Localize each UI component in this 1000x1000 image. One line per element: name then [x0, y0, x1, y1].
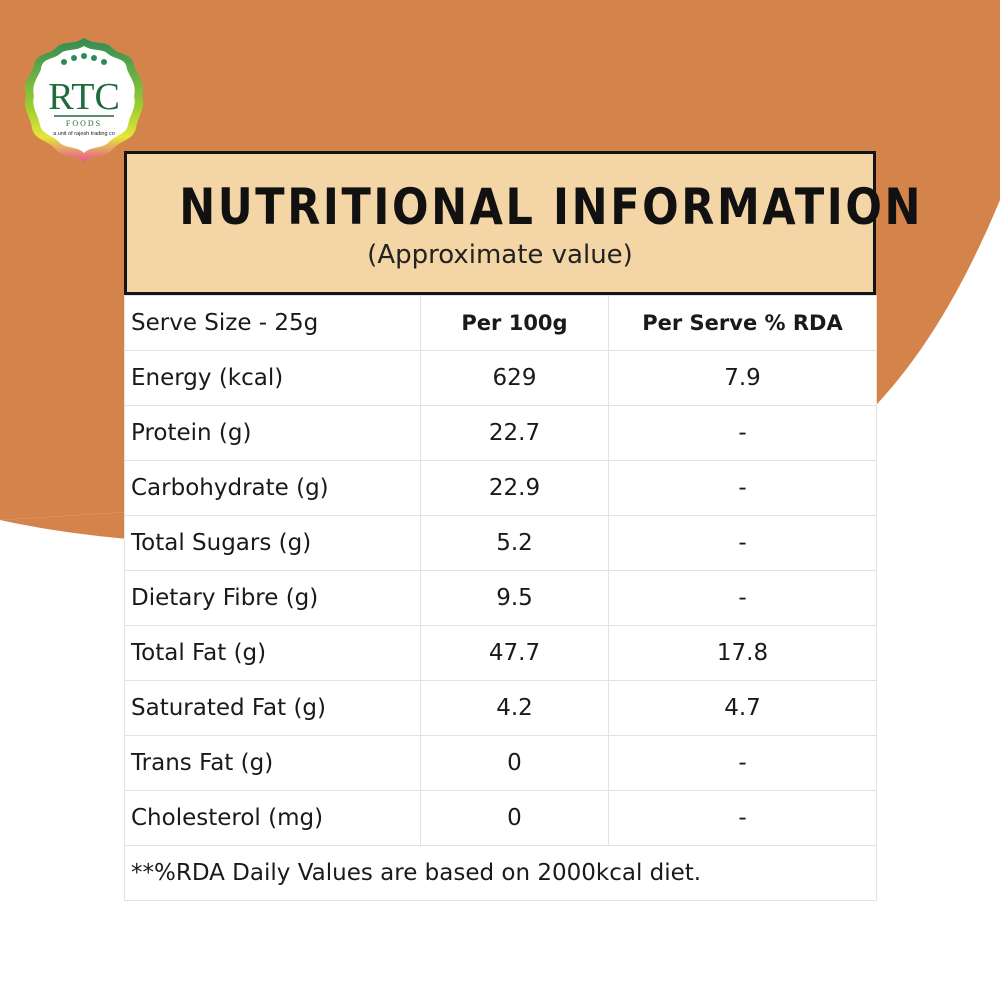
nutrient-name: Dietary Fibre (g): [124, 570, 421, 626]
per-100g-value: 47.7: [420, 625, 609, 681]
page-title: NUTRITIONAL INFORMATION: [179, 178, 924, 236]
table-row: Total Fat (g) 47.7 17.8: [124, 625, 877, 681]
brand-sub: FOODS: [66, 119, 102, 128]
nutrition-table: Serve Size - 25g Per 100g Per Serve % RD…: [124, 295, 877, 901]
table-row: Saturated Fat (g) 4.2 4.7: [124, 680, 877, 736]
nutrition-panel: NUTRITIONAL INFORMATION (Approximate val…: [124, 151, 924, 901]
footnote: **%RDA Daily Values are based on 2000kca…: [124, 845, 877, 901]
nutrient-name: Energy (kcal): [124, 350, 421, 406]
table-row: Total Sugars (g) 5.2 -: [124, 515, 877, 571]
table-row: Energy (kcal) 629 7.9: [124, 350, 877, 406]
column-header-rda: Per Serve % RDA: [608, 295, 877, 351]
nutrient-name: Protein (g): [124, 405, 421, 461]
brand-name: RTC: [48, 76, 120, 118]
nutrient-name: Saturated Fat (g): [124, 680, 421, 736]
rda-value: 7.9: [608, 350, 877, 406]
column-header-serve-size: Serve Size - 25g: [124, 295, 421, 351]
per-100g-value: 22.7: [420, 405, 609, 461]
rda-value: 17.8: [608, 625, 877, 681]
table-header-row: Serve Size - 25g Per 100g Per Serve % RD…: [124, 295, 877, 351]
nutrient-name: Total Sugars (g): [124, 515, 421, 571]
rda-value: 4.7: [608, 680, 877, 736]
nutrient-name: Trans Fat (g): [124, 735, 421, 791]
rda-value: -: [608, 735, 877, 791]
table-row: Cholesterol (mg) 0 -: [124, 790, 877, 846]
nutrition-header: NUTRITIONAL INFORMATION (Approximate val…: [124, 151, 924, 295]
per-100g-value: 5.2: [420, 515, 609, 571]
table-row: Trans Fat (g) 0 -: [124, 735, 877, 791]
nutrient-name: Cholesterol (mg): [124, 790, 421, 846]
per-100g-value: 4.2: [420, 680, 609, 736]
rda-value: -: [608, 460, 877, 516]
nutrient-name: Carbohydrate (g): [124, 460, 421, 516]
table-row: Carbohydrate (g) 22.9 -: [124, 460, 877, 516]
rda-value: -: [608, 790, 877, 846]
rda-value: -: [608, 570, 877, 626]
rda-value: -: [608, 405, 877, 461]
nutrient-name: Total Fat (g): [124, 625, 421, 681]
table-row: Protein (g) 22.7 -: [124, 405, 877, 461]
per-100g-value: 629: [420, 350, 609, 406]
brand-logo: RTC FOODS a unit of rajesh trading co: [20, 36, 148, 164]
per-100g-value: 0: [420, 790, 609, 846]
per-100g-value: 0: [420, 735, 609, 791]
column-header-per-100g: Per 100g: [420, 295, 609, 351]
page-subtitle: (Approximate value): [367, 240, 633, 270]
brand-tagline: a unit of rajesh trading co: [53, 131, 115, 137]
per-100g-value: 9.5: [420, 570, 609, 626]
rda-value: -: [608, 515, 877, 571]
table-row: Dietary Fibre (g) 9.5 -: [124, 570, 877, 626]
footnote-row: **%RDA Daily Values are based on 2000kca…: [124, 845, 877, 901]
per-100g-value: 22.9: [420, 460, 609, 516]
